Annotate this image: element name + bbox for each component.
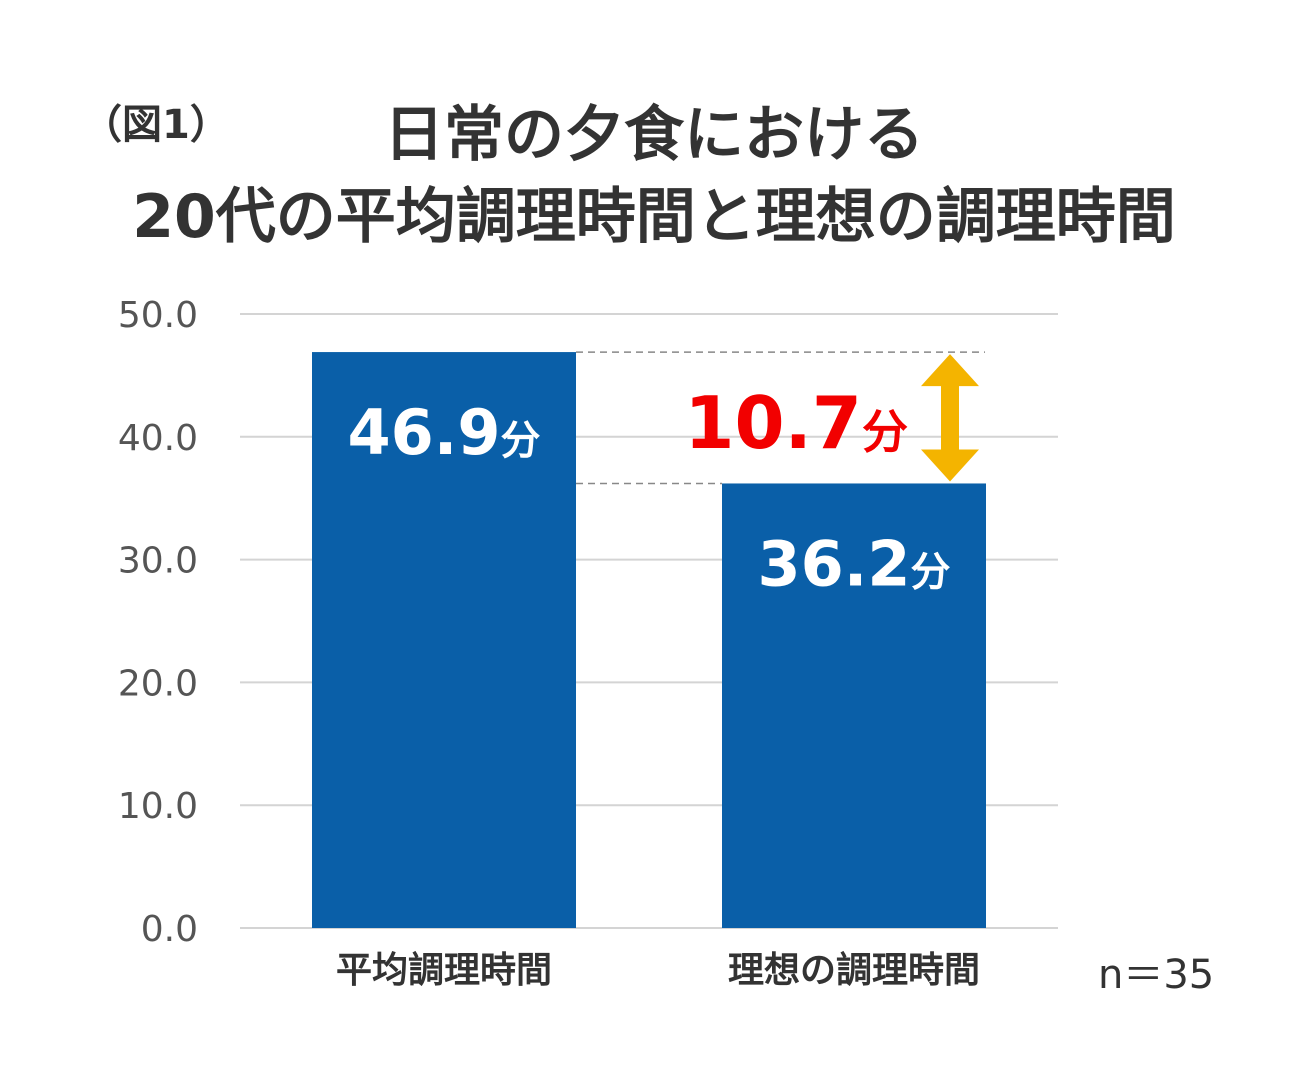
- difference-label: 10.7分: [684, 381, 908, 465]
- y-axis-ticks: 0.0 10.0 20.0 30.0 40.0 50.0: [118, 295, 198, 950]
- data-labels: 46.9分 36.2分: [348, 396, 951, 600]
- difference-annotation: 10.7分: [684, 354, 979, 482]
- chart-title-line-2: 20代の平均調理時間と理想の調理時間: [132, 182, 1176, 252]
- y-tick-label: 10.0: [118, 786, 198, 827]
- sample-size-label: n＝35: [1098, 952, 1215, 998]
- chart-title-line-1: 日常の夕食における: [0, 86, 1308, 173]
- x-category-label: 理想の調理時間: [728, 950, 980, 991]
- data-label: 46.9分: [348, 396, 541, 469]
- bars: [312, 352, 986, 928]
- data-label: 36.2分: [758, 527, 951, 600]
- y-tick-label: 50.0: [118, 295, 198, 336]
- bar: [722, 483, 986, 928]
- y-tick-label: 40.0: [118, 418, 198, 459]
- x-axis-categories: 平均調理時間 理想の調理時間: [336, 950, 980, 991]
- difference-guides: [576, 351, 985, 485]
- y-tick-label: 0.0: [141, 909, 198, 950]
- double-arrow-icon: [921, 354, 979, 482]
- y-tick-label: 30.0: [118, 541, 198, 582]
- figure-label: （図1）: [82, 102, 230, 148]
- x-category-label: 平均調理時間: [336, 950, 552, 991]
- chart-title-line-1-text: 日常の夕食における: [384, 100, 924, 170]
- bar: [312, 352, 576, 928]
- y-tick-label: 20.0: [118, 663, 198, 704]
